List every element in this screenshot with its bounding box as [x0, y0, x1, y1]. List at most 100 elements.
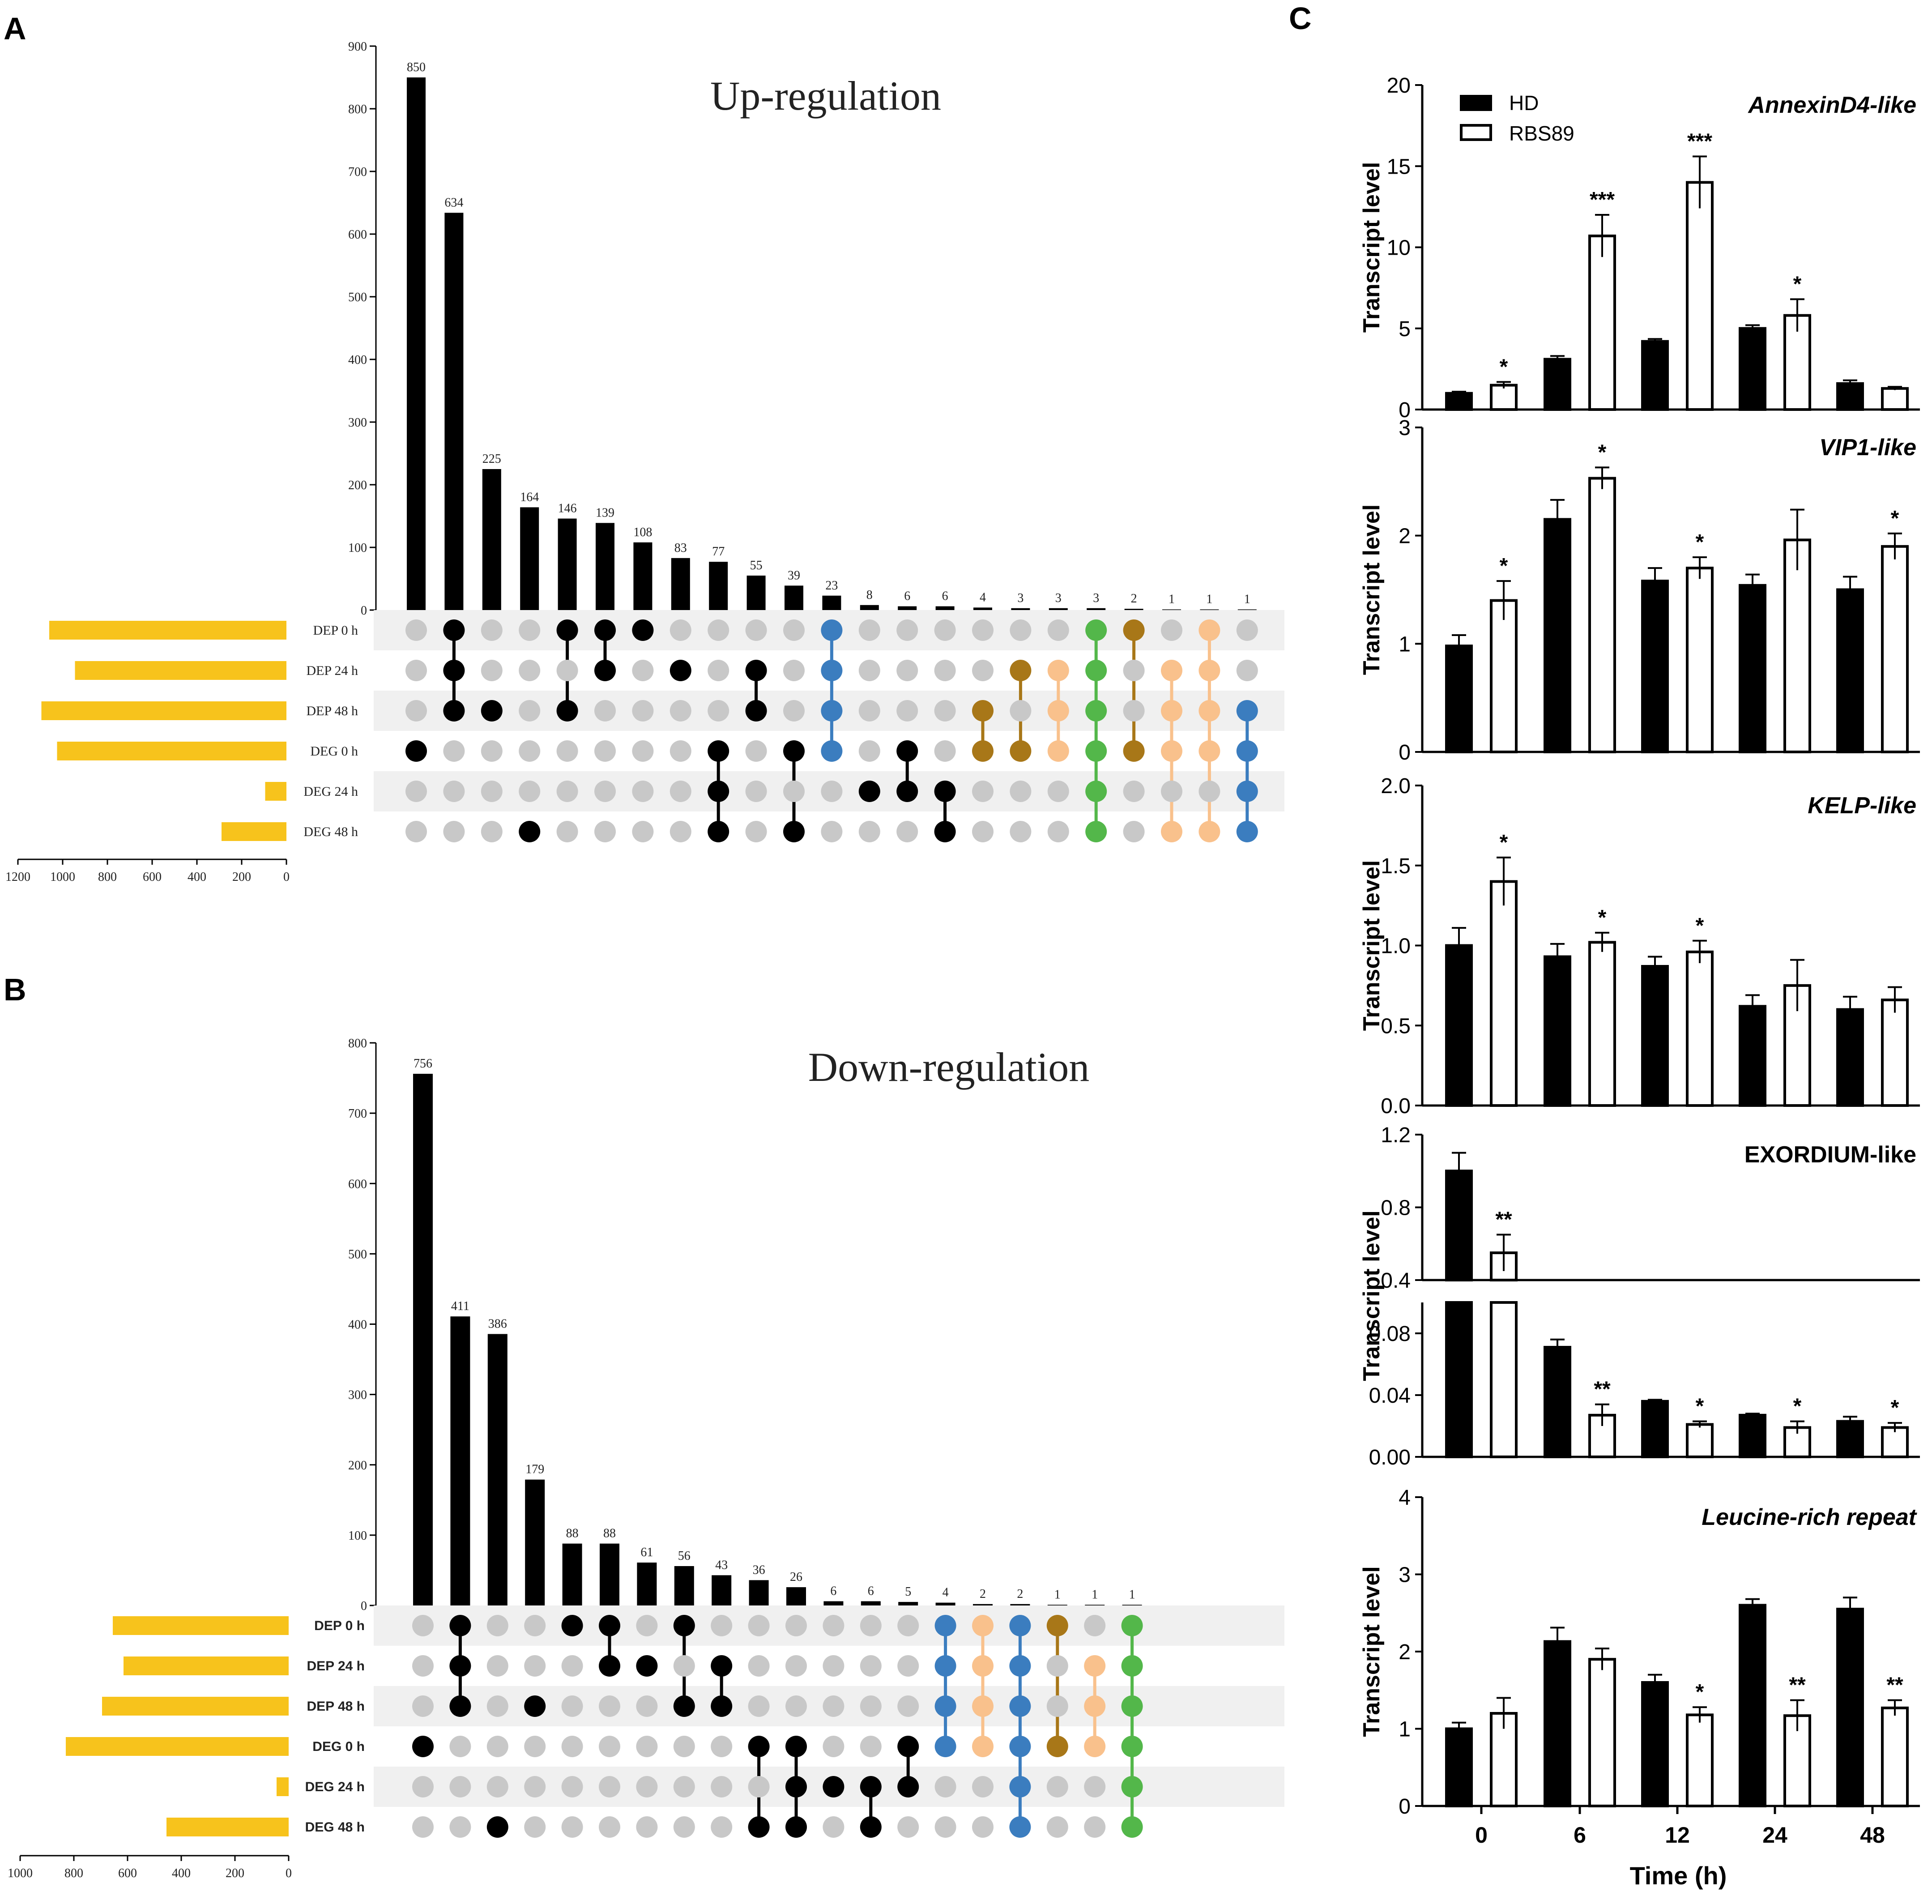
- membership-dot-filled: [486, 1816, 508, 1838]
- membership-dot-empty: [670, 821, 691, 842]
- membership-dot-empty: [783, 619, 805, 641]
- intersection-bar-2: [450, 1316, 470, 1605]
- membership-dot-filled: [405, 740, 427, 762]
- y-axis-label: Transcript level: [1359, 860, 1385, 1031]
- membership-dot-empty: [711, 1776, 733, 1797]
- membership-dot-filled: [599, 1655, 620, 1677]
- membership-dot-filled: [1161, 660, 1182, 681]
- y-tick-label: 0.0: [1381, 1094, 1411, 1118]
- significance-mark: *: [1696, 1680, 1704, 1704]
- y-tick-label: 1.0: [1381, 935, 1411, 958]
- hd-bar: [1641, 1400, 1669, 1459]
- intersection-value-label: 1: [1129, 1588, 1135, 1601]
- significance-mark: *: [1696, 914, 1704, 938]
- membership-dot-filled: [443, 660, 465, 681]
- significance-mark: *: [1696, 530, 1704, 554]
- membership-dot-empty: [783, 781, 805, 802]
- intersection-bar-15: [935, 606, 955, 610]
- membership-dot-filled: [860, 1816, 882, 1838]
- membership-dot-filled: [1047, 700, 1069, 721]
- membership-dot-empty: [670, 781, 691, 802]
- membership-dot-empty: [449, 1736, 471, 1757]
- membership-dot-filled: [972, 1736, 994, 1757]
- membership-dot-filled: [1198, 660, 1220, 681]
- intersection-value-label: 1: [1169, 593, 1175, 606]
- membership-dot-filled: [860, 1776, 882, 1797]
- membership-dot-empty: [1123, 781, 1145, 802]
- y-tick-label: 100: [348, 541, 367, 555]
- significance-mark: **: [1594, 1378, 1611, 1401]
- y-tick-label: 600: [348, 228, 367, 242]
- intersection-value-label: 1: [1244, 593, 1250, 606]
- intersection-value-label: 5: [905, 1585, 911, 1599]
- membership-dot-filled: [1009, 1695, 1031, 1717]
- membership-dot-empty: [897, 1695, 919, 1717]
- membership-dot-filled: [972, 1615, 994, 1636]
- intersection-value-label: 6: [830, 1584, 836, 1598]
- y-tick-label: 0: [1399, 741, 1411, 764]
- rbs89-bar: [1881, 1706, 1909, 1808]
- intersection-value-label: 39: [788, 568, 800, 582]
- intersection-value-label: 36: [753, 1563, 765, 1577]
- hd-bar: [1641, 580, 1669, 753]
- set-size-bar: [49, 621, 286, 640]
- set-size-bar: [75, 661, 286, 680]
- membership-dot-empty: [785, 1695, 807, 1717]
- membership-dot-empty: [519, 781, 541, 802]
- intersection-value-label: 26: [790, 1570, 802, 1584]
- membership-dot-empty: [443, 781, 465, 802]
- rbs89-bar-lower: [1490, 1301, 1518, 1458]
- hd-bar: [1544, 955, 1571, 1107]
- intersection-bar-13: [860, 605, 879, 610]
- membership-dot-empty: [860, 1695, 882, 1717]
- membership-dot-empty: [745, 619, 767, 641]
- set-size-tick-label: 1200: [5, 870, 30, 884]
- intersection-value-label: 146: [558, 502, 577, 516]
- rbs89-bar: [1490, 599, 1518, 753]
- membership-dot-filled: [412, 1736, 434, 1757]
- y-tick-label: 0.4: [1381, 1269, 1411, 1293]
- subplot-title: EXORDIUM-like: [1744, 1142, 1916, 1168]
- intersection-value-label: 1: [1092, 1588, 1098, 1601]
- chart-title: Down-regulation: [808, 1044, 1090, 1090]
- membership-dot-empty: [673, 1655, 695, 1677]
- set-size-bar: [222, 822, 286, 841]
- y-tick-label: 200: [348, 478, 367, 492]
- membership-dot-filled: [481, 700, 503, 721]
- hd-bar: [1641, 340, 1669, 411]
- set-size-bar: [124, 1656, 289, 1675]
- y-tick-label: 100: [348, 1529, 367, 1543]
- membership-dot-filled: [745, 700, 767, 721]
- membership-dot-filled: [708, 821, 729, 842]
- y-tick-label: 700: [348, 1107, 367, 1121]
- membership-dot-filled: [785, 1816, 807, 1838]
- membership-dot-filled: [1236, 700, 1258, 721]
- membership-dot-empty: [561, 1776, 583, 1797]
- hd-bar: [1641, 965, 1669, 1107]
- intersection-bar-12: [822, 595, 841, 610]
- intersection-bar-17: [1010, 1604, 1030, 1607]
- membership-dot-empty: [481, 619, 503, 641]
- membership-dot-empty: [748, 1695, 770, 1717]
- membership-dot-filled: [1084, 1655, 1106, 1677]
- intersection-bar-18: [1049, 608, 1068, 611]
- membership-dot-empty: [636, 1695, 658, 1717]
- membership-dot-empty: [711, 1736, 733, 1757]
- membership-dot-empty: [821, 781, 843, 802]
- membership-dot-empty: [561, 1736, 583, 1757]
- membership-dot-empty: [412, 1776, 434, 1797]
- intersection-value-label: 4: [943, 1586, 949, 1600]
- subplot-title: Leucine-rich repeat: [1702, 1504, 1917, 1530]
- y-tick-label: 0: [1399, 1795, 1411, 1819]
- membership-dot-filled: [1236, 781, 1258, 802]
- hd-bar: [1641, 1681, 1669, 1807]
- y-tick-label: 15: [1387, 155, 1411, 179]
- membership-dot-empty: [524, 1655, 546, 1677]
- y-tick-label: 800: [348, 102, 367, 116]
- set-size-tick-label: 1000: [50, 870, 75, 884]
- intersection-value-label: 225: [482, 452, 501, 466]
- intersection-value-label: 1: [1206, 593, 1212, 606]
- intersection-value-label: 23: [825, 579, 838, 593]
- membership-dot-filled: [934, 821, 956, 842]
- membership-dot-filled: [1085, 660, 1107, 681]
